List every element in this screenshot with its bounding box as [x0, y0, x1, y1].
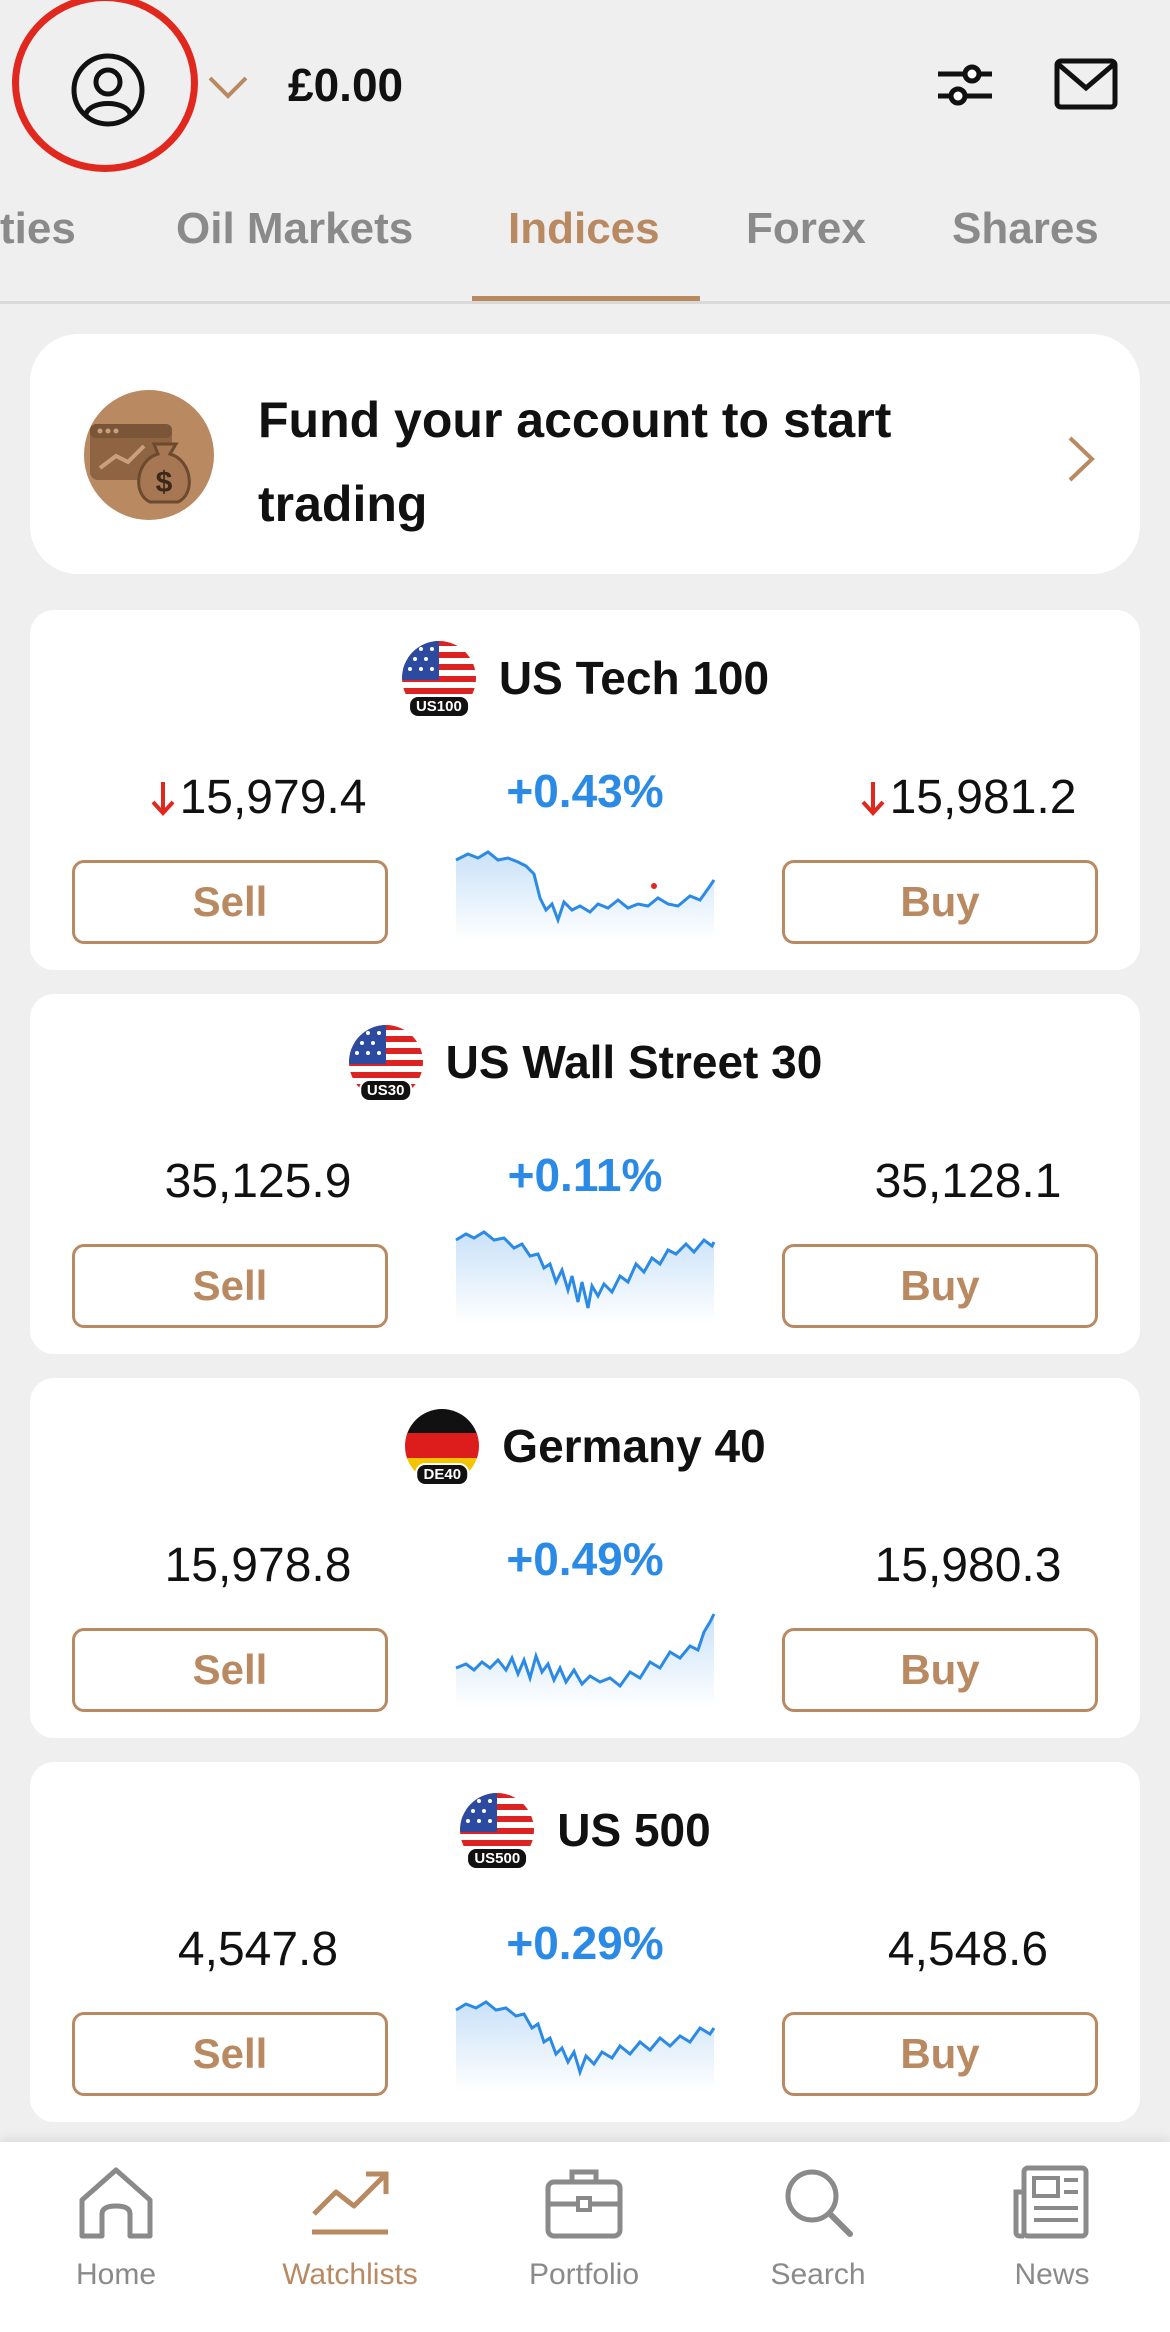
- highlight-ring: [12, 0, 198, 172]
- active-tab-indicator: [472, 296, 700, 301]
- nav-news[interactable]: News: [952, 2162, 1152, 2292]
- percent-change: +0.29%: [506, 1917, 664, 1969]
- nav-watchlists[interactable]: Watchlists: [250, 2162, 450, 2292]
- fund-account-text: Fund your account to start trading: [258, 392, 892, 532]
- tab-forex[interactable]: Forex: [746, 204, 866, 253]
- money-bag-icon: $: [84, 390, 214, 520]
- sell-button[interactable]: Sell: [72, 2012, 388, 2096]
- percent-change: +0.49%: [506, 1533, 664, 1585]
- sparkline-chart: [455, 2000, 716, 2092]
- instrument-code-badge: DE40: [415, 1463, 470, 1486]
- instrument-header: US500 US 500: [30, 1790, 1140, 1870]
- arrow-down-icon: [151, 781, 175, 816]
- tab-commodities[interactable]: ties: [0, 204, 76, 253]
- percent-change: +0.11%: [507, 1149, 663, 1201]
- buy-price: 15,981.2: [808, 770, 1128, 825]
- instrument-card[interactable]: DE40 Germany 40 15,978.8 +0.49% 15,980.3…: [30, 1378, 1140, 1738]
- tab-shares[interactable]: Shares: [952, 204, 1099, 253]
- instrument-code-badge: US100: [407, 695, 470, 718]
- nav-search[interactable]: Search: [718, 2162, 918, 2292]
- briefcase-icon: [545, 2169, 623, 2239]
- chevron-right-icon: [1068, 436, 1095, 482]
- instrument-header: US100 US Tech 100: [30, 638, 1140, 718]
- us-flag-icon: US100: [401, 640, 477, 718]
- buy-button[interactable]: Buy: [782, 860, 1098, 944]
- instrument-header: US30 US Wall Street 30: [30, 1022, 1140, 1102]
- us-flag-icon: US30: [348, 1024, 424, 1102]
- sell-price: 35,125.9: [98, 1154, 418, 1209]
- sell-price-value: 15,979.4: [179, 771, 367, 824]
- chevron-down-icon[interactable]: [206, 70, 250, 106]
- sell-price-value: 4,547.8: [177, 1923, 339, 1976]
- nav-watchlists-label: Watchlists: [282, 2258, 418, 2291]
- nav-home-label: Home: [75, 2258, 157, 2291]
- home-icon: [79, 2167, 153, 2239]
- instrument-header: DE40 Germany 40: [30, 1406, 1140, 1486]
- sell-price: 15,979.4: [98, 770, 418, 825]
- trend-icon: [312, 2171, 389, 2235]
- tab-oil-markets[interactable]: Oil Markets: [176, 204, 414, 253]
- header: £0.00: [0, 0, 1170, 172]
- percent-change: +0.43%: [506, 765, 664, 817]
- mail-icon[interactable]: [1054, 58, 1118, 110]
- arrow-down-icon: [861, 781, 885, 816]
- us-flag-icon: US500: [459, 1792, 535, 1870]
- nav-news-label: News: [1014, 2258, 1090, 2291]
- nav-portfolio[interactable]: Portfolio: [484, 2162, 684, 2292]
- sparkline-chart: [455, 1230, 716, 1324]
- instrument-card[interactable]: US500 US 500 4,547.8 +0.29% 4,548.6 Sell…: [30, 1762, 1140, 2122]
- nav-search-label: Search: [770, 2258, 866, 2291]
- germany-flag-icon: DE40: [404, 1408, 480, 1486]
- buy-price-value: 4,548.6: [887, 1923, 1049, 1976]
- account-balance[interactable]: £0.00: [288, 59, 404, 111]
- nav-home[interactable]: Home: [16, 2162, 216, 2292]
- instrument-card[interactable]: US30 US Wall Street 30 35,125.9 +0.11% 3…: [30, 994, 1140, 1354]
- instrument-name: Germany 40: [502, 1420, 766, 1472]
- sell-button[interactable]: Sell: [72, 860, 388, 944]
- instrument-name: US 500: [557, 1804, 711, 1856]
- sell-price: 4,547.8: [98, 1922, 418, 1977]
- instrument-code-badge: US30: [358, 1079, 413, 1102]
- buy-button[interactable]: Buy: [782, 2012, 1098, 2096]
- buy-price: 4,548.6: [808, 1922, 1128, 1977]
- instrument-card[interactable]: US100 US Tech 100 15,979.4 +0.43% 15,981…: [30, 610, 1140, 970]
- buy-price-value: 35,128.1: [874, 1155, 1062, 1208]
- tab-indices[interactable]: Indices: [508, 204, 660, 253]
- sell-button[interactable]: Sell: [72, 1244, 388, 1328]
- nav-portfolio-label: Portfolio: [528, 2258, 640, 2291]
- sell-button[interactable]: Sell: [72, 1628, 388, 1712]
- buy-price: 35,128.1: [808, 1154, 1128, 1209]
- sell-price: 15,978.8: [98, 1538, 418, 1593]
- newspaper-icon: [1013, 2165, 1089, 2239]
- buy-price-value: 15,980.3: [874, 1539, 1062, 1592]
- buy-button[interactable]: Buy: [782, 1628, 1098, 1712]
- fund-account-banner[interactable]: $ Fund your account to start trading: [30, 334, 1140, 574]
- instrument-code-badge: US500: [466, 1847, 529, 1870]
- buy-price-value: 15,981.2: [889, 771, 1077, 824]
- buy-price: 15,980.3: [808, 1538, 1128, 1593]
- buy-button[interactable]: Buy: [782, 1244, 1098, 1328]
- sell-price-value: 15,978.8: [164, 1539, 352, 1592]
- sell-price-value: 35,125.9: [164, 1155, 352, 1208]
- instrument-name: US Wall Street 30: [445, 1036, 823, 1088]
- instrument-name: US Tech 100: [498, 652, 770, 704]
- sparkline-chart: [455, 1613, 716, 1708]
- filter-sliders-icon[interactable]: [936, 60, 994, 110]
- sparkline-chart: [455, 850, 716, 940]
- bottom-navigation: Home Watchlists Portfolio Search: [0, 2142, 1170, 2332]
- category-tabs: ties Oil Markets Indices Forex Shares: [0, 190, 1170, 304]
- svg-text:$: $: [156, 466, 173, 499]
- search-icon: [785, 2169, 853, 2237]
